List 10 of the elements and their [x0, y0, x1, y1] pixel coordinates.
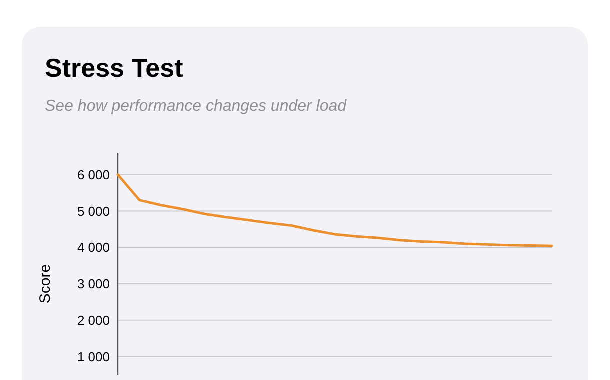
- y-axis-title: Score: [37, 264, 54, 304]
- y-tick-label: 5 000: [77, 204, 110, 219]
- y-tick-label: 1 000: [77, 349, 110, 364]
- y-tick-label: 3 000: [77, 276, 110, 292]
- chart-title: Stress Test: [45, 53, 184, 83]
- chart-subtitle: See how performance changes under load: [45, 98, 348, 115]
- y-tick-label: 6 000: [77, 167, 110, 182]
- line-series: [116, 174, 554, 248]
- y-tick-label: 4 000: [77, 240, 110, 256]
- y-tick-label: 2 000: [77, 312, 110, 328]
